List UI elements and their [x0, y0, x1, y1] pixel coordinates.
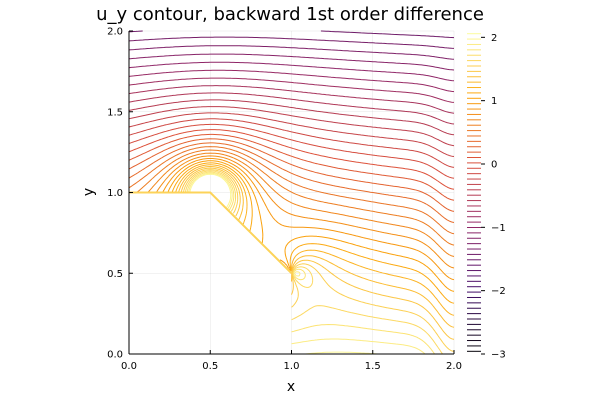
contour-level-line — [128, 77, 455, 103]
x-tick-label: 2.0 — [446, 361, 462, 372]
contour-level-line — [180, 167, 455, 340]
contour-level-line — [188, 172, 426, 355]
contour-level-line — [147, 152, 455, 257]
y-tick-label: 1.0 — [107, 188, 123, 199]
contour-level-line — [128, 61, 455, 82]
contour-level-line — [162, 158, 455, 281]
contour-level-line — [167, 160, 455, 292]
plot-area: 0.0 0.5 1.0 1.5 2.0 0.0 0.5 1.0 1.5 2.0 — [107, 27, 462, 373]
colorbar-tick-label: −2 — [491, 286, 506, 297]
y-tick-label: 0.5 — [107, 269, 123, 280]
contour-level-line — [171, 162, 455, 304]
contour-level-line — [128, 138, 455, 212]
contour-level-line — [128, 30, 455, 39]
contour-level-line — [186, 171, 436, 355]
contour-level-line — [128, 92, 455, 125]
chart-title: u_y contour, backward 1st order differen… — [96, 4, 484, 25]
colorbar-tick-label: −3 — [491, 350, 506, 361]
contour-level-line — [184, 170, 443, 355]
contour-level-line — [182, 169, 455, 352]
contour-level-line — [155, 155, 455, 269]
contour-level-line — [178, 166, 455, 328]
contour-level-line — [128, 99, 455, 136]
colorbar-ticks: −3 −2 −1 0 1 2 — [481, 33, 506, 361]
contour-level-line — [175, 164, 455, 316]
contour-level-line — [128, 69, 455, 93]
contour-level-line — [128, 123, 455, 179]
contour-level-line — [128, 142, 455, 223]
colorbar-tick-label: 0 — [491, 160, 497, 171]
colorbar-tick-label: 1 — [491, 96, 497, 107]
contour-level-line — [128, 106, 455, 147]
contour-level-line — [128, 118, 455, 168]
colorbar — [467, 33, 481, 352]
x-ticks: 0.0 0.5 1.0 1.5 2.0 — [121, 350, 462, 372]
contour-level-line — [128, 36, 455, 49]
contour-level-line — [128, 45, 455, 60]
x-tick-label: 0.5 — [202, 361, 218, 372]
x-axis-label: x — [287, 379, 295, 395]
contour-level-line — [128, 133, 455, 201]
y-tick-label: 1.5 — [107, 107, 123, 118]
contour-level-line — [128, 112, 455, 157]
x-tick-label: 0.0 — [121, 361, 137, 372]
contour-level-line — [128, 53, 455, 71]
contour-level-line — [128, 146, 455, 235]
contour-lines — [128, 30, 455, 355]
colorbar-tick-label: 2 — [491, 33, 497, 44]
y-tick-label: 0.0 — [107, 350, 123, 361]
contour-level-line — [128, 85, 455, 114]
x-tick-label: 1.0 — [284, 361, 300, 372]
contour-level-line — [128, 129, 455, 190]
contour-level-line — [136, 149, 455, 246]
y-ticks: 0.0 0.5 1.0 1.5 2.0 — [107, 27, 133, 361]
step-boundary-line — [129, 191, 293, 274]
colorbar-tick-label: −1 — [491, 223, 506, 234]
y-tick-label: 2.0 — [107, 27, 123, 38]
y-axis-label: y — [81, 188, 97, 196]
x-tick-label: 1.5 — [365, 361, 381, 372]
